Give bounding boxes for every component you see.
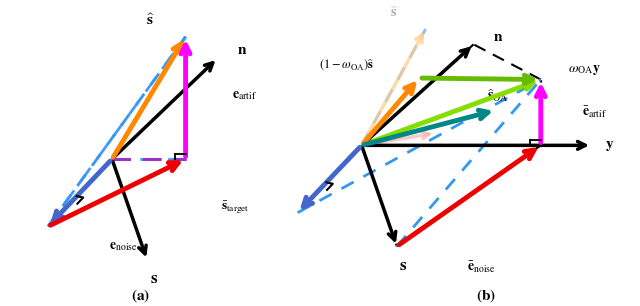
Text: $\bar{\mathbf{e}}_{\mathrm{artif}}$: $\bar{\mathbf{e}}_{\mathrm{artif}}$ [582,105,607,120]
Text: $\widehat{\mathbf{s}}$: $\widehat{\mathbf{s}}$ [146,12,155,28]
Text: $\mathbf{y}$: $\mathbf{y}$ [605,138,614,153]
Text: $\mathbf{s}$: $\mathbf{s}$ [399,256,407,274]
Text: $\mathbf{(b)}$: $\mathbf{(b)}$ [476,287,497,304]
Text: $\widehat{\mathbf{s}}_{\mathrm{OA}}$: $\widehat{\mathbf{s}}_{\mathrm{OA}}$ [486,88,508,104]
Text: $(1-\omega_{\mathrm{OA}})\widehat{\mathbf{s}}$: $(1-\omega_{\mathrm{OA}})\widehat{\mathb… [319,58,374,73]
Text: $\bar{\mathbf{e}}_{\mathrm{noise}}$: $\bar{\mathbf{e}}_{\mathrm{noise}}$ [467,260,496,275]
Text: $\mathbf{(a)}$: $\mathbf{(a)}$ [131,287,150,304]
Text: $\omega_{\mathrm{OA}}\mathbf{y}$: $\omega_{\mathrm{OA}}\mathbf{y}$ [568,63,601,77]
Text: $\mathbf{e}_{\mathrm{noise}}$: $\mathbf{e}_{\mathrm{noise}}$ [109,239,138,253]
Text: $\bar{\mathbf{s}}_{\mathrm{target}}$: $\bar{\mathbf{s}}_{\mathrm{target}}$ [221,200,250,216]
Text: $\mathbf{n}$: $\mathbf{n}$ [237,42,247,57]
Text: $\mathbf{n}$: $\mathbf{n}$ [493,29,503,44]
Text: $\mathbf{e}_{\mathrm{artif}}$: $\mathbf{e}_{\mathrm{artif}}$ [232,88,257,102]
Text: $\mathbf{s}$: $\mathbf{s}$ [150,270,157,287]
Text: $\widehat{\mathbf{s}}$: $\widehat{\mathbf{s}}$ [390,5,397,20]
